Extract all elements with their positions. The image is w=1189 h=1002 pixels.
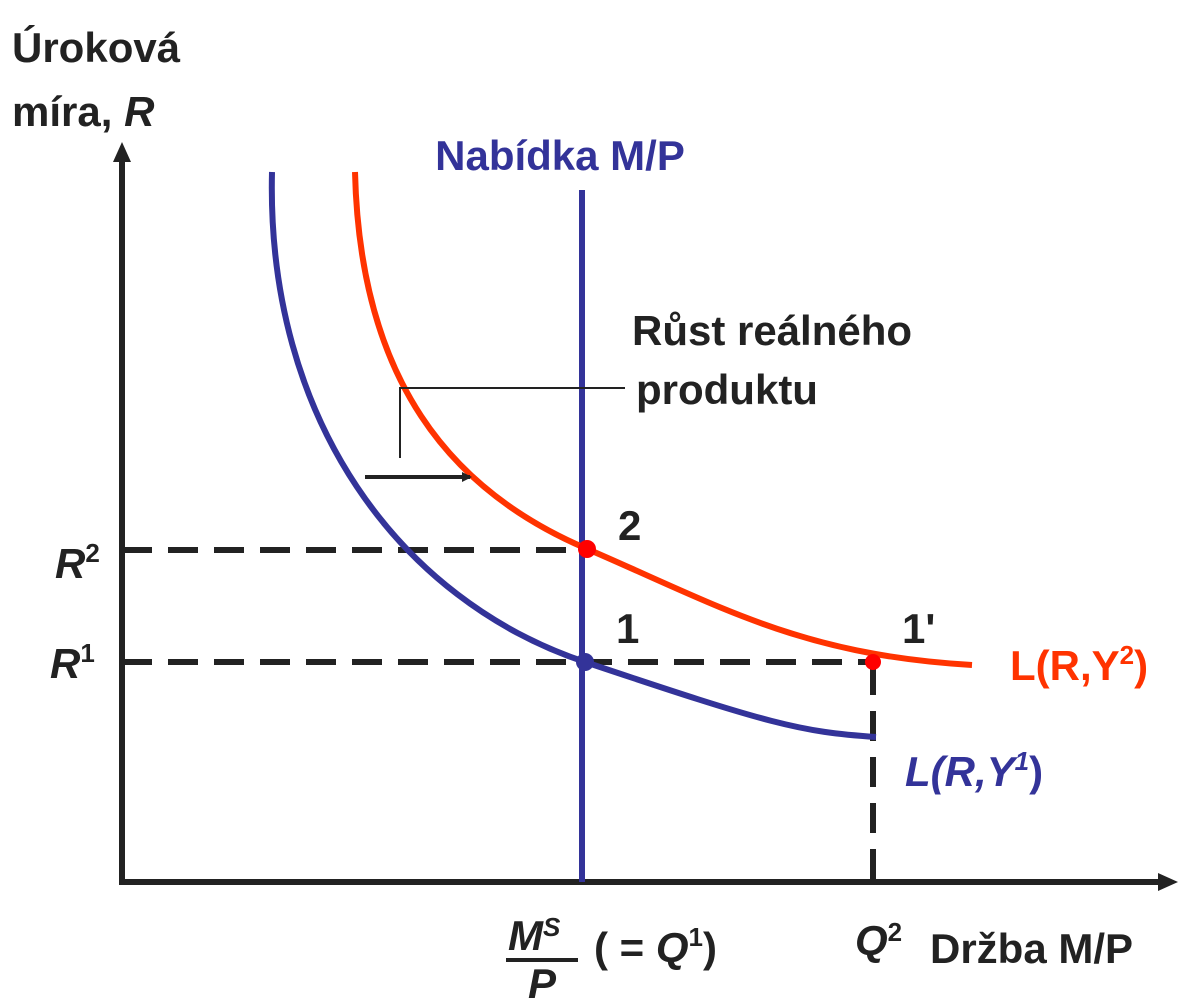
curve-y1-label: L(R,Y1): [905, 746, 1043, 795]
point-2-label: 2: [618, 502, 641, 549]
y-axis-label-text: míra,: [12, 88, 124, 135]
q2-base: Q: [855, 917, 888, 965]
demand-curve-y2: [352, 171, 973, 668]
y-axis-label-line2: míra, R: [12, 88, 155, 135]
y-axis-label-var: R: [124, 88, 155, 135]
annotation-leader: [399, 387, 625, 458]
q1-label: ( = Q1): [594, 922, 717, 972]
point-1-prime-label: 1': [902, 605, 935, 652]
point-1-label: 1: [616, 605, 639, 652]
y-axis-arrow: [113, 142, 131, 162]
x-axis-arrow: [1158, 873, 1178, 891]
point-2: [578, 540, 596, 558]
x-axis-label: Držba M/P: [930, 925, 1133, 972]
y-axis-label-line1: Úroková: [12, 23, 181, 71]
ms-sup: S: [543, 912, 561, 942]
demand-curve-y1: [268, 171, 877, 740]
point-1-prime: [865, 654, 881, 670]
curve-y1-text: L(R,Y: [905, 748, 1019, 795]
paren-close: ): [703, 924, 717, 971]
annotation-line1: Růst reálného: [632, 307, 912, 354]
curve-y2-label: L(R,Y2): [1010, 640, 1148, 689]
r2-sup: 2: [85, 538, 99, 568]
ms-denominator: P: [528, 960, 557, 1002]
q2-sup: 2: [888, 917, 902, 947]
curve-y2-sup: 2: [1120, 640, 1134, 670]
curve-y1-close: ): [1029, 748, 1043, 795]
r1-sup: 1: [80, 638, 94, 668]
curve-y2-close: ): [1134, 642, 1148, 689]
supply-label: Nabídka M/P: [435, 132, 685, 179]
r1-base: R: [50, 640, 81, 687]
curve-y1-sup: 1: [1015, 746, 1029, 776]
paren-open: ( =: [594, 924, 656, 971]
q1-sup: 1: [689, 922, 703, 952]
q1-base: Q: [656, 924, 689, 972]
r2-base: R: [55, 540, 86, 587]
ms-numerator: MS: [508, 912, 561, 959]
annotation-line2: produktu: [636, 366, 818, 413]
curve-y2-text: L(R,Y: [1010, 642, 1120, 689]
point-1: [576, 653, 594, 671]
r1-label: R1: [50, 638, 95, 687]
r2-label: R2: [55, 538, 100, 587]
q2-label: Q2: [855, 917, 902, 965]
ms-num: M: [508, 912, 544, 959]
